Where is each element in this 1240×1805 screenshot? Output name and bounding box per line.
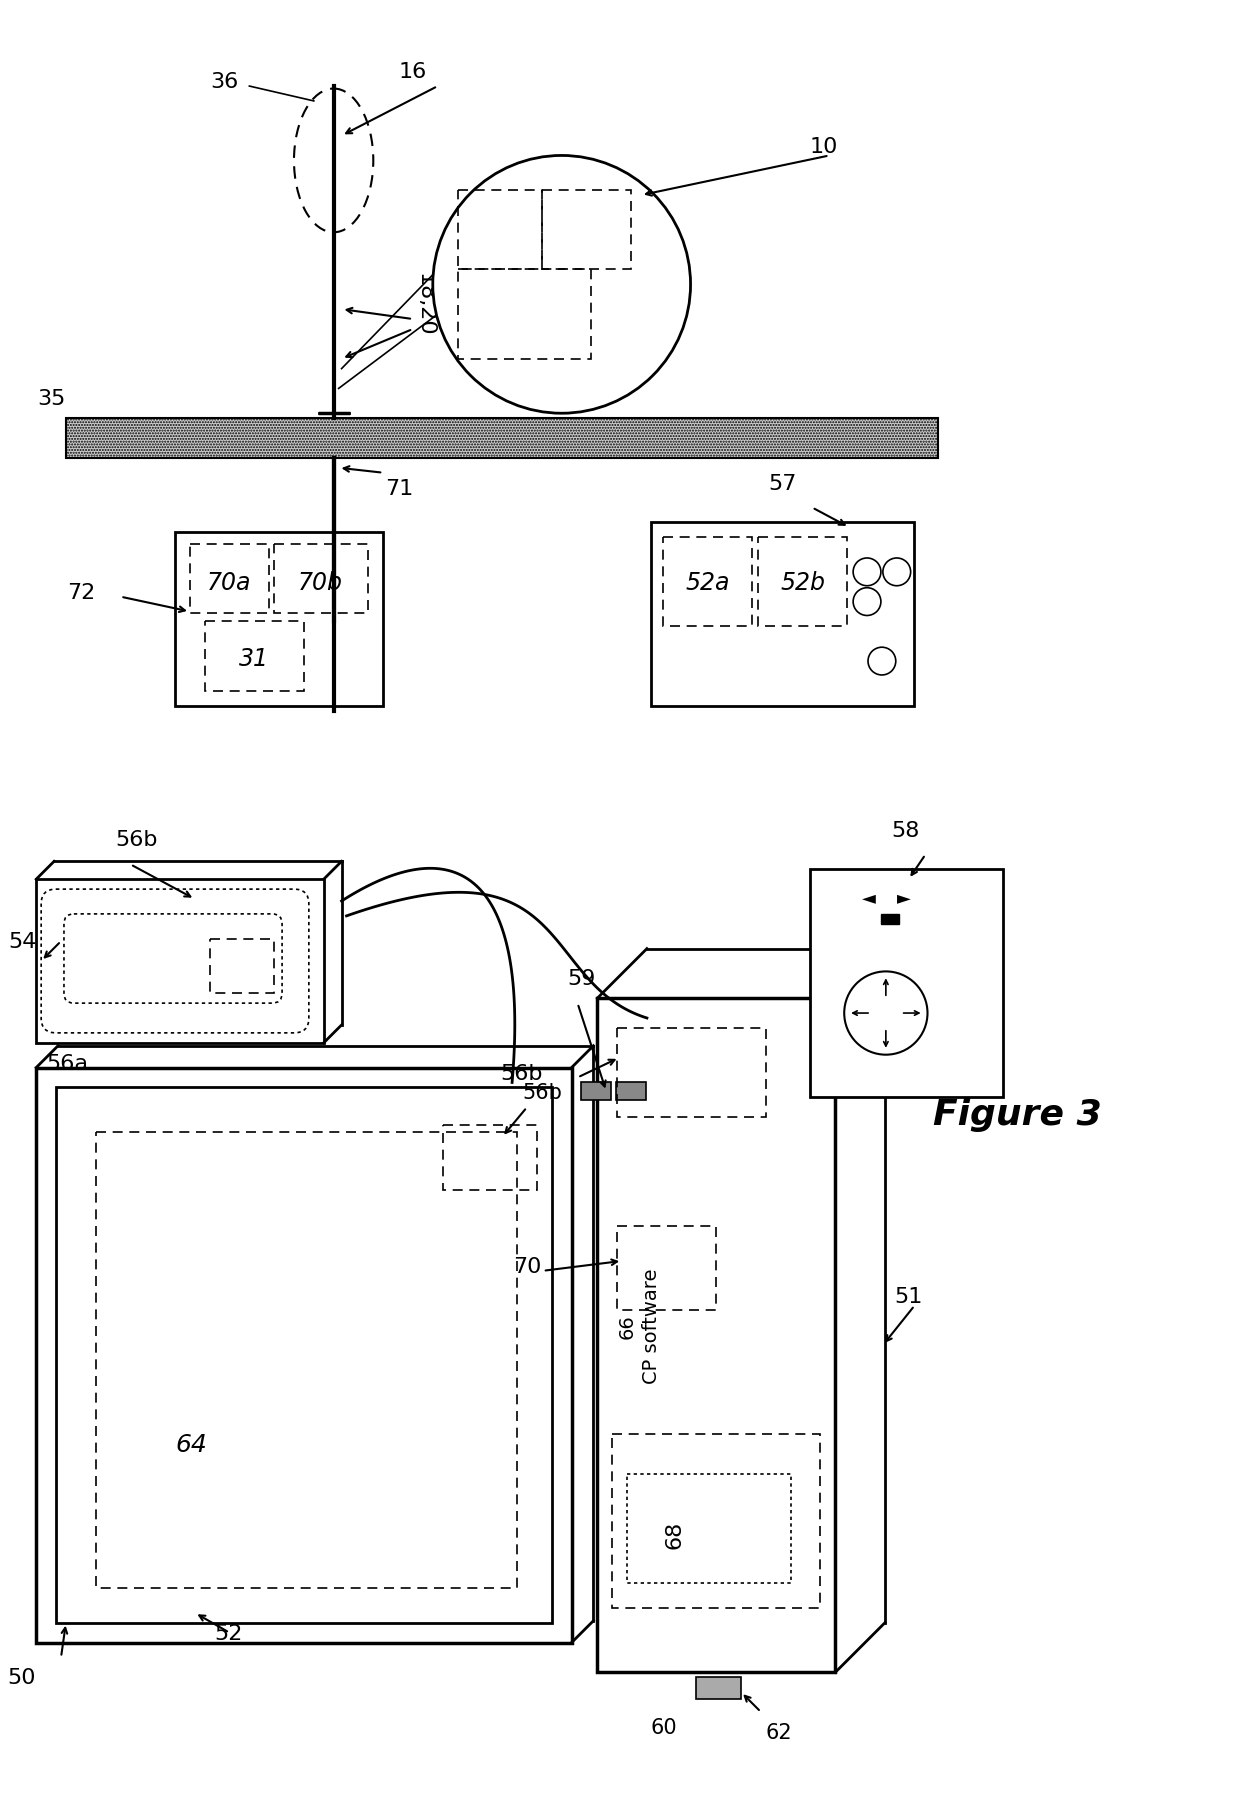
Text: 50: 50 xyxy=(7,1668,36,1688)
Text: 70b: 70b xyxy=(299,570,343,594)
Bar xyxy=(651,523,914,706)
Bar xyxy=(66,419,939,458)
Bar xyxy=(880,915,899,924)
Text: 40b: 40b xyxy=(557,224,604,247)
Text: 51: 51 xyxy=(895,1285,923,1305)
Text: Figure 3: Figure 3 xyxy=(934,1097,1102,1132)
Text: 35: 35 xyxy=(37,390,66,410)
Text: 71: 71 xyxy=(386,478,413,498)
Text: 72: 72 xyxy=(67,583,95,603)
Bar xyxy=(618,1029,766,1117)
Text: 56a: 56a xyxy=(46,1052,88,1074)
Text: 62: 62 xyxy=(766,1722,792,1742)
Bar xyxy=(443,1126,537,1189)
Bar xyxy=(627,1475,791,1583)
Bar xyxy=(616,1083,646,1101)
Bar xyxy=(613,1435,821,1608)
Bar xyxy=(582,1083,611,1101)
Text: 52a: 52a xyxy=(686,570,729,594)
Text: 70a: 70a xyxy=(207,570,252,594)
Text: ►: ► xyxy=(897,888,910,906)
Text: 18,20: 18,20 xyxy=(415,273,435,338)
Bar xyxy=(36,879,324,1043)
Bar xyxy=(458,191,542,271)
Bar xyxy=(274,545,368,614)
Bar xyxy=(697,1677,742,1699)
Bar xyxy=(458,271,591,359)
Text: 31: 31 xyxy=(482,312,515,338)
Text: 36: 36 xyxy=(211,72,239,92)
Text: 68: 68 xyxy=(665,1520,684,1549)
Bar xyxy=(542,191,631,271)
Text: 57: 57 xyxy=(768,473,796,493)
Text: 64: 64 xyxy=(175,1433,207,1457)
Text: 56b: 56b xyxy=(500,1063,543,1083)
Text: 52b: 52b xyxy=(780,570,825,594)
Text: 60: 60 xyxy=(650,1717,677,1736)
Text: 58: 58 xyxy=(892,819,920,839)
Text: 56b: 56b xyxy=(115,830,157,850)
Text: 40a: 40a xyxy=(472,224,520,247)
Bar xyxy=(663,538,751,626)
Text: 16: 16 xyxy=(398,61,427,83)
Bar xyxy=(758,538,847,626)
Text: 31: 31 xyxy=(239,646,269,671)
Bar xyxy=(598,998,836,1673)
Circle shape xyxy=(433,157,691,413)
Bar xyxy=(175,532,383,706)
Bar xyxy=(618,1227,717,1310)
Bar xyxy=(210,939,274,995)
Bar xyxy=(205,623,304,691)
Bar xyxy=(95,1132,517,1588)
Bar xyxy=(36,1069,572,1643)
Text: CP software: CP software xyxy=(642,1267,661,1383)
Text: ◄: ◄ xyxy=(862,888,875,906)
Text: 54: 54 xyxy=(7,931,36,951)
Text: 52: 52 xyxy=(215,1623,243,1643)
Text: 66: 66 xyxy=(618,1314,636,1338)
Text: 70: 70 xyxy=(513,1256,542,1276)
Text: 56b: 56b xyxy=(522,1083,562,1103)
Bar xyxy=(190,545,269,614)
Text: 59: 59 xyxy=(568,969,596,989)
Text: 10: 10 xyxy=(810,137,838,157)
Bar xyxy=(810,870,1003,1097)
Bar xyxy=(56,1088,552,1623)
